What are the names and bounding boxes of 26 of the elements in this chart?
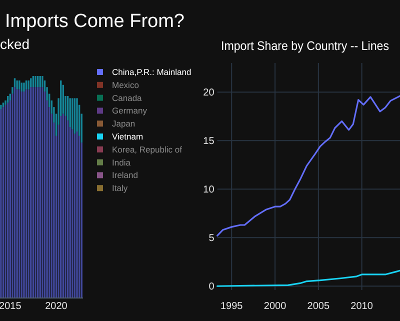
x-tick-label: 2015 [0,301,22,312]
legend-label: Korea, Republic of [112,144,183,154]
chart-title: Import Share by Country -- Lines [221,39,400,53]
x-tick-label: 2020 [45,301,68,312]
legend-label: India [112,157,131,168]
chart-subtitle: cked [0,36,30,52]
legend-label: China,P.R.: Mainland [112,67,192,77]
legend-label: Germany [112,106,148,116]
y-tick-label: 15 [203,136,215,148]
y-tick-label: 5 [208,233,215,244]
x-tick-label: 2000 [264,301,287,312]
legend-label: Ireland [112,170,138,180]
legend-label: Italy [112,183,128,194]
legend-label: Mexico [112,80,140,90]
chart-title: Imports Come From? [5,11,184,32]
x-tick-label: 2010 [350,301,374,312]
line-series [216,270,400,287]
legend-label: Vietnam [112,132,144,142]
y-tick-label: 20 [203,88,215,99]
x-tick-label: 1995 [220,301,244,312]
y-tick-label: 0 [208,282,215,293]
legend-label: Canada [112,92,142,103]
legend-label: Japan [112,118,136,129]
y-tick-label: 10 [203,184,215,196]
x-tick-label: 2005 [307,301,330,312]
line-series [216,95,400,236]
